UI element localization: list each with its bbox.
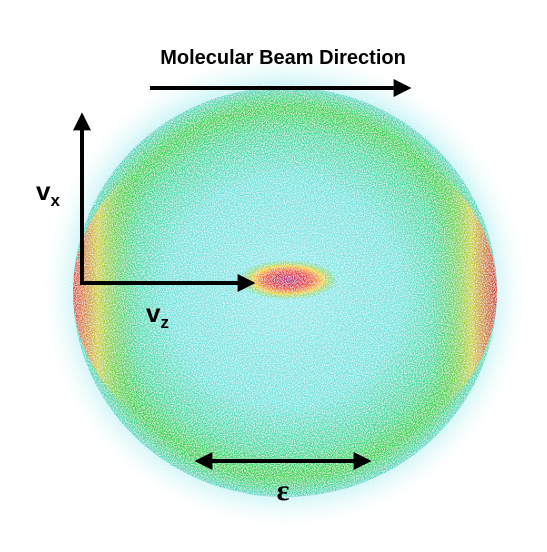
image-disk: [40, 50, 530, 530]
vx-label: vx: [36, 176, 60, 210]
epsilon-label: ε: [277, 474, 290, 507]
vz-label: vz: [146, 298, 169, 332]
title: Molecular Beam Direction: [160, 47, 406, 69]
